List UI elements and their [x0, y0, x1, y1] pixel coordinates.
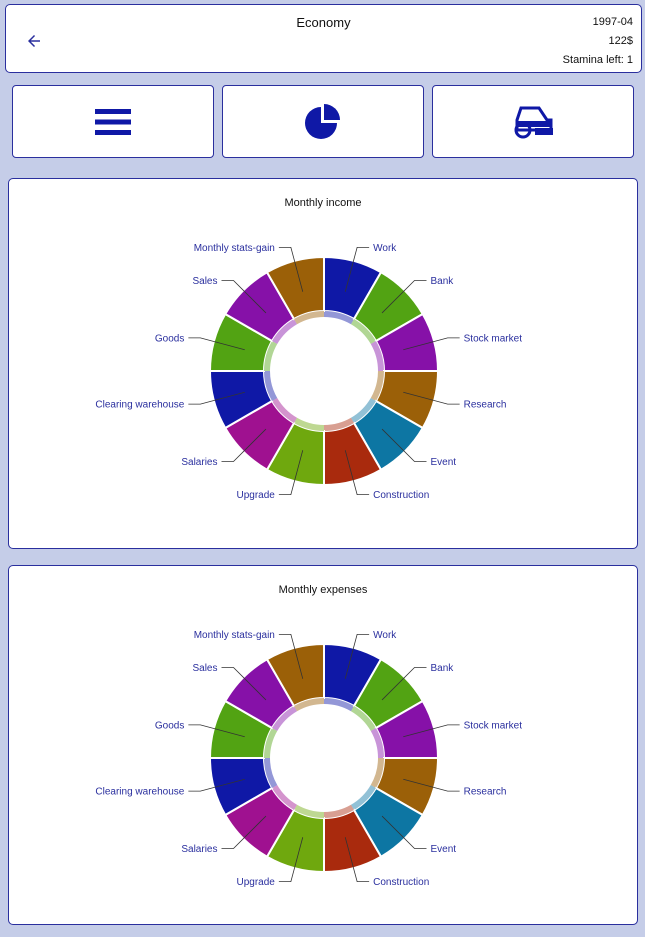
page-title: Economy — [296, 15, 351, 30]
leader-line-sales — [221, 667, 267, 701]
income-chart-card: Monthly income Work Bank Stock market Resea… — [8, 178, 638, 549]
leader-line-goods — [188, 337, 245, 351]
label-sales: Sales — [192, 276, 217, 287]
label-clearing-warehouse: Clearing warehouse — [95, 400, 184, 411]
leader-line-clearing-warehouse — [188, 778, 245, 792]
date-label: 1997-04 — [592, 16, 633, 28]
leader-line-monthly-stats-gain — [278, 246, 304, 292]
leader-line-work — [344, 633, 370, 679]
arrow-left-icon — [28, 35, 40, 47]
slice-inner-bank — [351, 706, 376, 731]
label-event: Event — [431, 844, 457, 855]
car-icon — [514, 106, 553, 138]
label-sales: Sales — [192, 663, 217, 674]
leader-line-construction — [344, 837, 370, 883]
menu-button[interactable] — [12, 85, 214, 158]
label-monthly-stats-gain: Monthly stats-gain — [194, 243, 275, 254]
back-button[interactable] — [20, 27, 48, 55]
label-goods: Goods — [155, 333, 184, 344]
slice-inner-salaries — [272, 785, 297, 810]
label-monthly-stats-gain: Monthly stats-gain — [194, 630, 275, 641]
slice-inner-research — [370, 758, 384, 788]
leader-line-research — [403, 391, 460, 405]
leader-line-monthly-stats-gain — [278, 633, 304, 679]
label-bank: Bank — [431, 276, 455, 287]
leader-line-event — [381, 815, 427, 849]
leader-line-research — [403, 778, 460, 792]
leader-line-sales — [221, 280, 267, 314]
slice-inner-clearing-warehouse — [264, 371, 278, 401]
slice-monthly-stats-gain[interactable] — [265, 255, 325, 321]
label-work: Work — [373, 630, 397, 641]
leader-line-clearing-warehouse — [188, 391, 245, 405]
expenses-donut-chart: Work Bank Stock market Research Event Constru… — [95, 630, 523, 888]
leader-line-construction — [344, 450, 370, 496]
slice-inner-bank — [351, 319, 376, 344]
label-salaries: Salaries — [181, 844, 217, 855]
expenses-chart-title: Monthly expenses — [278, 584, 368, 596]
slice-inner-work — [324, 311, 354, 325]
slice-inner-event — [351, 398, 376, 423]
header-info: 1997-04 122$ Stamina left: 1 — [563, 13, 633, 70]
stamina-label: Stamina left: 1 — [562, 54, 633, 66]
label-bank: Bank — [431, 663, 455, 674]
slice-inner-event — [351, 785, 376, 810]
slice-inner-monthly-stats-gain — [294, 311, 324, 325]
label-work: Work — [373, 243, 397, 254]
slice-inner-work — [324, 698, 354, 712]
label-upgrade: Upgrade — [237, 490, 276, 501]
vehicle-button[interactable] — [432, 85, 634, 158]
leader-line-event — [381, 428, 427, 462]
leader-line-salaries — [221, 815, 267, 849]
slice-inner-upgrade — [294, 804, 324, 818]
slice-inner-construction — [324, 417, 354, 431]
slice-inner-clearing-warehouse — [264, 758, 278, 788]
label-upgrade: Upgrade — [237, 877, 276, 888]
leader-line-work — [344, 246, 370, 292]
label-research: Research — [464, 400, 507, 411]
slice-inner-stock-market — [370, 341, 384, 371]
slice-inner-sales — [272, 706, 297, 731]
slice-inner-monthly-stats-gain — [294, 698, 324, 712]
slice-inner-stock-market — [370, 728, 384, 758]
leader-line-upgrade — [278, 837, 304, 883]
slice-monthly-stats-gain[interactable] — [265, 642, 325, 708]
label-salaries: Salaries — [181, 457, 217, 468]
leader-line-salaries — [221, 428, 267, 462]
leader-line-bank — [381, 667, 427, 701]
label-event: Event — [431, 457, 457, 468]
leader-line-goods — [188, 724, 245, 738]
hamburger-menu-icon — [95, 108, 131, 135]
statistics-button[interactable] — [222, 85, 424, 158]
slice-inner-sales — [272, 319, 297, 344]
leader-line-stock-market — [403, 337, 460, 351]
label-clearing-warehouse: Clearing warehouse — [95, 787, 184, 798]
slice-inner-research — [370, 371, 384, 401]
label-construction: Construction — [373, 490, 429, 501]
slice-inner-salaries — [272, 398, 297, 423]
income-donut-chart: Work Bank Stock market Research Event Constru… — [95, 243, 523, 501]
label-stock-market: Stock market — [464, 333, 523, 344]
expenses-chart-card: Monthly expenses Work Bank Stock market Res… — [8, 565, 638, 925]
leader-line-bank — [381, 280, 427, 314]
income-chart-title: Monthly income — [284, 197, 362, 209]
pie-chart-icon — [305, 103, 340, 139]
slice-inner-goods — [264, 728, 278, 758]
leader-line-stock-market — [403, 724, 460, 738]
slice-inner-construction — [324, 804, 354, 818]
label-research: Research — [464, 787, 507, 798]
label-goods: Goods — [155, 720, 184, 731]
leader-line-upgrade — [278, 450, 304, 496]
label-stock-market: Stock market — [464, 720, 523, 731]
header-bar: Economy 1997-04 122$ Stamina left: 1 — [5, 4, 642, 73]
money-label: 122$ — [608, 35, 633, 47]
slice-inner-upgrade — [294, 417, 324, 431]
label-construction: Construction — [373, 877, 429, 888]
slice-inner-goods — [264, 341, 278, 371]
